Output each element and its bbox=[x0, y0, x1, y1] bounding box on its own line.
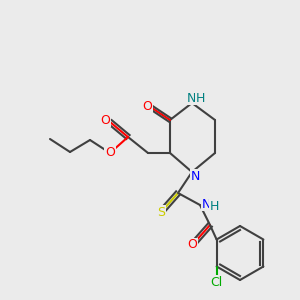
Text: O: O bbox=[142, 100, 152, 112]
Text: N: N bbox=[202, 197, 211, 211]
Text: N: N bbox=[190, 169, 200, 182]
Text: N: N bbox=[186, 92, 196, 104]
Text: O: O bbox=[187, 238, 197, 251]
Text: H: H bbox=[210, 200, 219, 212]
Text: O: O bbox=[100, 113, 110, 127]
Text: H: H bbox=[195, 92, 205, 104]
Text: Cl: Cl bbox=[211, 276, 223, 289]
Text: O: O bbox=[105, 146, 115, 160]
Text: S: S bbox=[157, 206, 165, 218]
